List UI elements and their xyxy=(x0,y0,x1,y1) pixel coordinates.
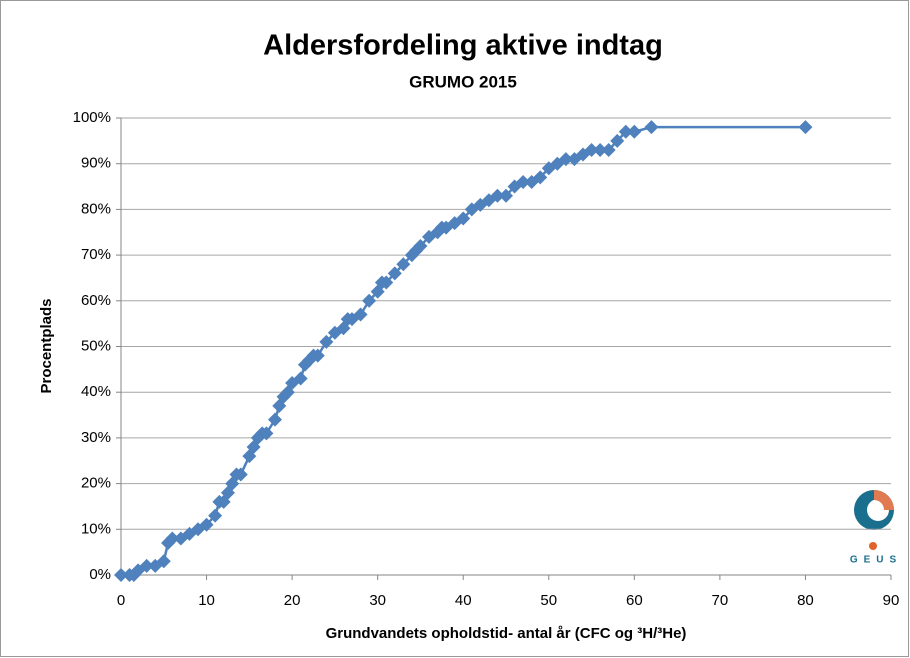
data-point xyxy=(490,188,505,203)
x-tick-label: 90 xyxy=(883,592,900,609)
data-point xyxy=(533,170,548,185)
data-point xyxy=(233,467,248,482)
x-tick-label: 80 xyxy=(797,592,814,609)
data-point xyxy=(627,124,642,139)
y-tick-label: 70% xyxy=(81,246,111,263)
data-point xyxy=(199,517,214,532)
x-tick-label: 20 xyxy=(284,592,301,609)
logo-text: GEUS xyxy=(850,555,902,566)
x-tick-label: 30 xyxy=(369,592,386,609)
data-point xyxy=(396,257,411,272)
data-point xyxy=(362,293,377,308)
x-tick-label: 70 xyxy=(712,592,729,609)
data-point xyxy=(584,142,599,157)
y-tick-label: 90% xyxy=(81,155,111,172)
data-point xyxy=(268,412,282,427)
data-point xyxy=(114,568,128,582)
data-point xyxy=(310,348,325,363)
data-point xyxy=(798,120,813,135)
x-tick-label: 10 xyxy=(198,592,215,609)
y-tick-label: 50% xyxy=(81,337,111,354)
data-point xyxy=(601,142,616,157)
x-axis-label: Grundvandets opholdstid- antal år (CFC o… xyxy=(326,625,687,642)
data-point xyxy=(259,426,274,441)
data-point xyxy=(379,275,394,290)
y-axis-label: Procentplads xyxy=(38,298,55,393)
data-point xyxy=(558,152,573,167)
y-tick-label: 100% xyxy=(73,109,111,126)
data-point xyxy=(165,531,180,546)
data-point xyxy=(293,371,308,386)
chart-title: Aldersfordeling aktive indtag xyxy=(263,30,663,62)
x-tick-label: 0 xyxy=(117,592,125,609)
y-tick-label: 20% xyxy=(81,475,111,492)
data-point xyxy=(139,558,154,573)
y-tick-label: 60% xyxy=(81,292,111,309)
data-point xyxy=(516,174,531,189)
x-tick-label: 50 xyxy=(540,592,557,609)
data-point xyxy=(319,334,334,349)
data-point xyxy=(456,211,471,226)
data-point xyxy=(387,266,402,281)
data-point xyxy=(208,508,223,523)
y-tick-label: 40% xyxy=(81,383,111,400)
data-point xyxy=(156,554,171,569)
data-point xyxy=(413,238,428,253)
logo: GEUS xyxy=(850,490,902,566)
data-point xyxy=(499,188,513,203)
logo-wedge xyxy=(874,490,894,510)
y-tick-label: 10% xyxy=(81,520,111,537)
y-tick-label: 30% xyxy=(81,429,111,446)
data-point xyxy=(593,142,608,157)
x-tick-label: 40 xyxy=(455,592,472,609)
x-tick-label: 60 xyxy=(626,592,643,609)
data-point xyxy=(644,120,659,135)
data-point xyxy=(353,307,368,322)
data-point xyxy=(618,124,633,139)
data-point xyxy=(242,449,257,464)
y-tick-label: 80% xyxy=(81,200,111,217)
logo-dot xyxy=(869,542,877,550)
data-point xyxy=(610,133,625,148)
y-tick-label: 0% xyxy=(89,566,111,583)
chart-subtitle: GRUMO 2015 xyxy=(409,72,517,91)
